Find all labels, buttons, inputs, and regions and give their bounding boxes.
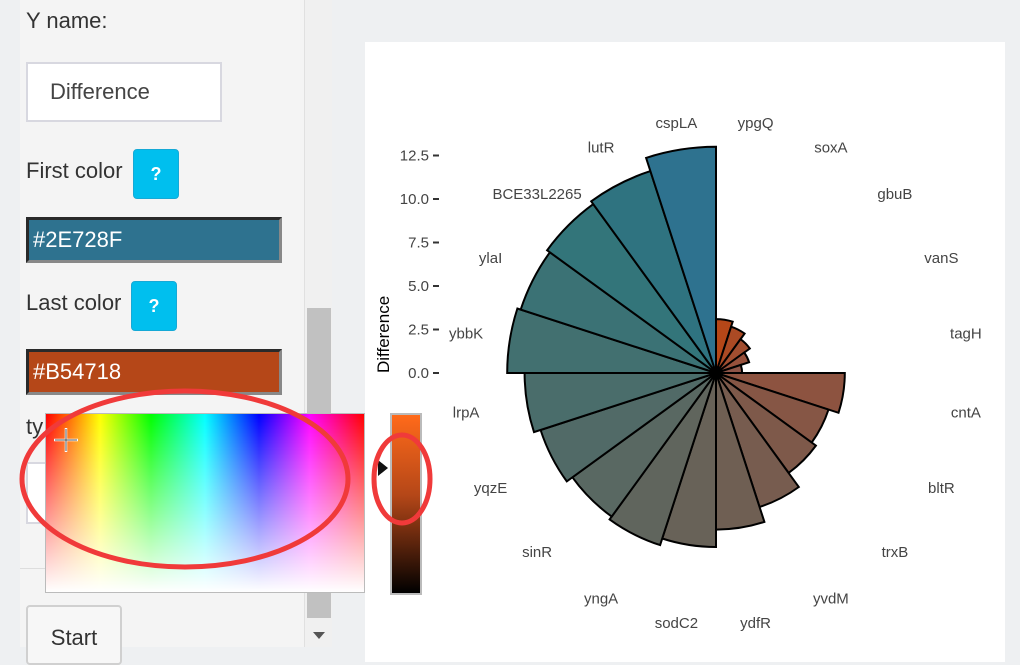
category-label: vanS bbox=[924, 250, 958, 267]
y-tick-label: 2.5 bbox=[408, 322, 429, 339]
y-tick-label: 0.0 bbox=[408, 365, 429, 382]
category-label: bltR bbox=[928, 480, 955, 497]
category-label: tagH bbox=[950, 325, 982, 342]
category-label: yvdM bbox=[813, 590, 849, 607]
start-button[interactable]: Start bbox=[26, 605, 122, 665]
bars bbox=[506, 145, 846, 549]
crosshair-icon[interactable] bbox=[54, 428, 78, 452]
category-label: yngA bbox=[584, 590, 618, 607]
bar-cspLA bbox=[644, 145, 717, 374]
category-label: ybbK bbox=[449, 325, 483, 342]
type-label: ty bbox=[26, 414, 44, 439]
first-color-input[interactable]: #2E728F bbox=[26, 217, 282, 263]
y-tick-label: 10.0 bbox=[400, 191, 429, 208]
yname-label: Y name: bbox=[26, 8, 108, 33]
y-tick-label: 5.0 bbox=[408, 278, 429, 295]
y-axis: 0.0 2.5 5.0 7.5 10.0 12.5 bbox=[400, 148, 439, 382]
last-color-input[interactable]: #B54718 bbox=[26, 349, 282, 395]
color-picker-saturation-value[interactable] bbox=[45, 413, 365, 593]
bar-vanS bbox=[715, 351, 751, 374]
y-axis-label: Difference bbox=[374, 296, 393, 373]
category-label: sinR bbox=[522, 544, 552, 561]
category-label: gbuB bbox=[877, 186, 912, 203]
last-color-help-button[interactable]: ? bbox=[131, 281, 177, 331]
polar-bar-chart: Difference 0.0 2.5 5.0 7.5 10.0 12.5 ypgQ soxA… bbox=[374, 115, 982, 632]
first-color-label: First color bbox=[26, 158, 123, 183]
category-label: lutR bbox=[588, 140, 615, 157]
category-label: ydfR bbox=[740, 615, 771, 632]
category-label: trxB bbox=[882, 544, 909, 561]
bar-gbuB bbox=[715, 337, 752, 374]
last-color-label: Last color bbox=[26, 290, 122, 315]
first-color-help-button[interactable]: ? bbox=[133, 149, 179, 199]
chevron-down-icon[interactable] bbox=[313, 632, 325, 639]
category-label: ylaI bbox=[479, 250, 502, 267]
bar-yngA bbox=[608, 372, 717, 547]
color-picker-lightness-slider[interactable] bbox=[390, 413, 422, 595]
y-tick-label: 12.5 bbox=[400, 148, 429, 165]
category-label: lrpA bbox=[453, 405, 480, 422]
category-label: BCE33L2265 bbox=[492, 186, 581, 203]
category-label: ypgQ bbox=[738, 115, 774, 132]
category-label: soxA bbox=[814, 140, 847, 157]
y-tick-label: 7.5 bbox=[408, 235, 429, 252]
category-label: yqzE bbox=[474, 480, 507, 497]
bar-soxA bbox=[715, 325, 746, 374]
category-label: cntA bbox=[951, 405, 981, 422]
category-labels: ypgQ soxA gbuB vanS tagH cntA bltR trxB yvdM ydfR… bbox=[449, 115, 982, 632]
plot-panel: Difference 0.0 2.5 5.0 7.5 10.0 12.5 ypgQ soxA… bbox=[365, 42, 1005, 662]
yname-input[interactable] bbox=[26, 62, 222, 122]
category-label: cspLA bbox=[656, 115, 698, 132]
category-label: sodC2 bbox=[655, 615, 698, 632]
triangle-right-icon[interactable] bbox=[378, 460, 388, 476]
